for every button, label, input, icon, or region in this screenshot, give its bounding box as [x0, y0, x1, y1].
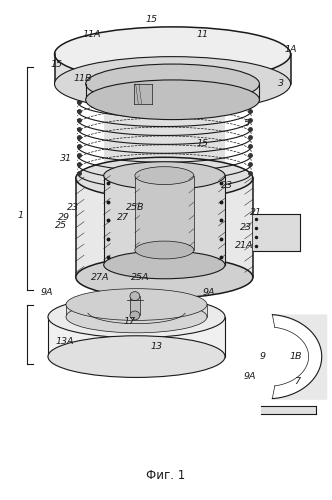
Ellipse shape — [54, 56, 290, 111]
Ellipse shape — [66, 301, 207, 333]
Text: 27A: 27A — [91, 273, 110, 282]
Text: 3: 3 — [278, 80, 284, 88]
Text: Фиг. 1: Фиг. 1 — [146, 469, 186, 482]
Ellipse shape — [135, 166, 194, 184]
Polygon shape — [261, 406, 316, 413]
Ellipse shape — [130, 311, 140, 320]
Polygon shape — [253, 214, 299, 251]
Text: 31: 31 — [60, 154, 72, 163]
Text: 25: 25 — [55, 220, 67, 230]
Ellipse shape — [135, 241, 194, 259]
Text: 9A: 9A — [40, 288, 52, 296]
Text: 17: 17 — [124, 318, 136, 326]
Text: 23: 23 — [67, 204, 79, 212]
Text: 1: 1 — [17, 211, 23, 220]
Polygon shape — [76, 178, 253, 278]
Text: 25A: 25A — [130, 273, 149, 282]
Text: 25B: 25B — [125, 204, 144, 212]
Text: 11A: 11A — [83, 30, 102, 39]
Text: 15: 15 — [196, 139, 208, 148]
Text: 29: 29 — [58, 214, 70, 222]
Ellipse shape — [48, 336, 225, 378]
Ellipse shape — [104, 162, 225, 190]
Ellipse shape — [104, 68, 225, 90]
Text: 27: 27 — [118, 214, 129, 222]
Text: 11: 11 — [196, 30, 208, 39]
Polygon shape — [48, 317, 225, 356]
Ellipse shape — [48, 296, 225, 338]
Ellipse shape — [86, 64, 259, 104]
Text: 13A: 13A — [55, 337, 74, 346]
Text: 15: 15 — [145, 15, 157, 24]
Text: 21A: 21A — [235, 240, 254, 250]
Ellipse shape — [76, 158, 253, 199]
Polygon shape — [54, 54, 290, 84]
Polygon shape — [135, 176, 194, 250]
Ellipse shape — [104, 251, 225, 279]
Text: 7: 7 — [294, 377, 300, 386]
Ellipse shape — [66, 288, 207, 320]
Polygon shape — [66, 304, 207, 317]
Text: 5: 5 — [243, 119, 249, 128]
Ellipse shape — [54, 27, 290, 82]
Polygon shape — [104, 176, 225, 265]
Polygon shape — [134, 84, 152, 103]
Text: 9A: 9A — [243, 372, 256, 381]
Text: 13: 13 — [150, 342, 162, 351]
Text: 9: 9 — [260, 352, 266, 361]
Text: 1B: 1B — [289, 352, 302, 361]
Text: 9A: 9A — [203, 288, 215, 296]
Text: 23: 23 — [221, 181, 233, 190]
Text: 23: 23 — [240, 223, 252, 232]
Polygon shape — [130, 296, 140, 316]
Text: 11B: 11B — [73, 74, 92, 84]
Ellipse shape — [130, 292, 140, 300]
Ellipse shape — [86, 80, 259, 120]
Text: 15: 15 — [50, 60, 62, 68]
Text: 1A: 1A — [284, 44, 297, 54]
Ellipse shape — [76, 256, 253, 298]
Text: 21: 21 — [250, 208, 262, 218]
Polygon shape — [104, 79, 225, 178]
